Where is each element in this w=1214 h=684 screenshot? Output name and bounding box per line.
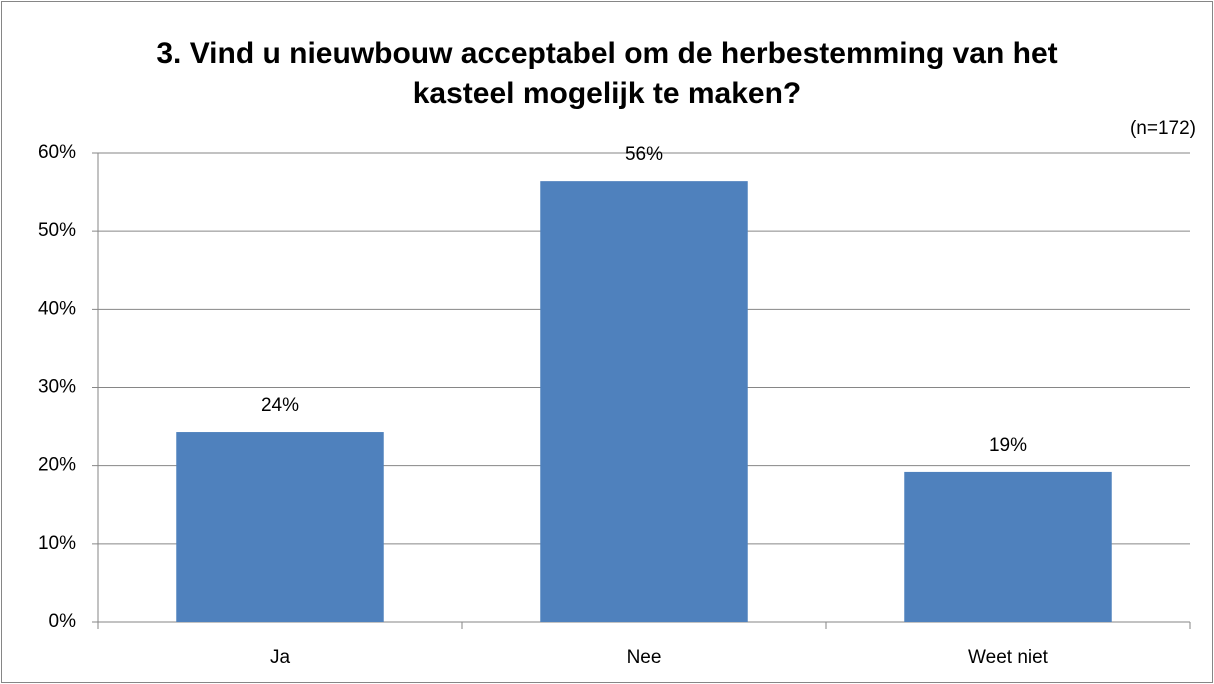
y-tick-label: 10% [38, 533, 76, 554]
sample-size: (n=172) [1130, 118, 1196, 139]
data-label: 24% [261, 395, 299, 416]
y-tick-label: 20% [38, 455, 76, 476]
bar [540, 181, 748, 622]
bar [176, 432, 384, 622]
data-label: 19% [989, 435, 1027, 456]
y-tick-label: 0% [49, 611, 77, 632]
y-tick-label: 60% [38, 142, 76, 163]
bar [904, 471, 1112, 622]
x-tick-label: Weet niet [968, 647, 1049, 668]
chart-title: 3. Vind u nieuwbouw acceptabel om de her… [156, 37, 1058, 110]
y-tick-label: 40% [38, 298, 76, 319]
y-tick-label: 30% [38, 377, 76, 398]
x-tick-label: Ja [270, 647, 291, 668]
x-tick-label: Nee [627, 647, 662, 668]
data-label: 56% [625, 144, 663, 165]
y-tick-label: 50% [38, 220, 76, 241]
